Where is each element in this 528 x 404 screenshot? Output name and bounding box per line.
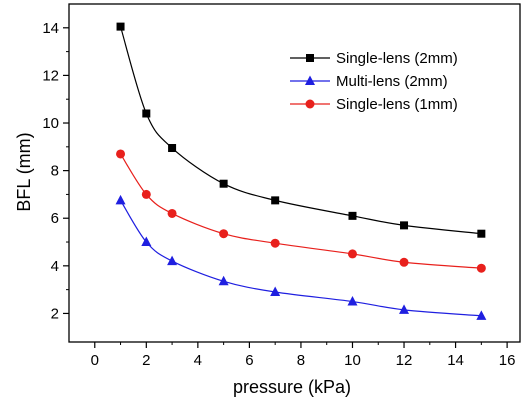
data-point (219, 229, 229, 239)
series-line (120, 200, 482, 317)
x-tick-label: 8 (297, 352, 305, 369)
data-point (271, 196, 280, 205)
data-point (270, 286, 281, 297)
data-point (347, 296, 358, 306)
x-tick-label: 4 (194, 352, 202, 369)
data-point (348, 211, 357, 220)
y-tick-label: 14 (42, 20, 59, 37)
legend-marker (306, 54, 314, 62)
data-point (476, 310, 487, 320)
data-point (141, 236, 152, 247)
y-tick-label: 10 (42, 115, 59, 132)
x-tick-label: 12 (396, 352, 413, 369)
series-layer (115, 22, 487, 320)
series-multi-lens-2mm (115, 194, 487, 320)
y-tick-label: 8 (51, 163, 59, 180)
data-point (219, 179, 228, 188)
x-tick-label: 10 (344, 352, 361, 369)
x-tick-label: 14 (447, 352, 464, 369)
data-point (168, 144, 177, 153)
y-tick-label: 2 (51, 305, 59, 322)
data-point (476, 263, 486, 273)
y-axis-label: BFL (mm) (14, 132, 34, 211)
series-single-lens-1mm (116, 149, 486, 273)
y-tick-label: 12 (42, 67, 59, 84)
x-tick-label: 2 (142, 352, 150, 369)
x-tick-label: 0 (91, 352, 99, 369)
legend-entry: Single-lens (1mm) (290, 96, 458, 113)
data-point (116, 149, 126, 159)
legend-marker (305, 99, 315, 109)
series-single-lens-2mm (116, 22, 486, 238)
x-tick-label: 16 (499, 352, 516, 369)
y-tick-label: 4 (51, 258, 59, 275)
data-point (167, 208, 177, 218)
legend-marker (305, 75, 315, 85)
legend-entry: Multi-lens (2mm) (290, 73, 448, 90)
x-axis: 0 2 4 6 8 10 12 14 16 (91, 342, 516, 369)
data-point (115, 194, 126, 205)
data-point (400, 221, 409, 230)
legend-entry: Single-lens (2mm) (290, 50, 458, 67)
legend-label: Single-lens (2mm) (336, 50, 458, 67)
data-point (399, 257, 409, 267)
data-point (399, 304, 410, 314)
data-point (141, 189, 151, 199)
legend: Single-lens (2mm) Multi-lens (2mm) Single-… (290, 50, 458, 113)
data-point (270, 238, 280, 248)
plot-border (68, 3, 521, 343)
x-axis-label: pressure (kPa) (233, 377, 351, 397)
data-point (218, 275, 229, 286)
legend-label: Multi-lens (2mm) (336, 73, 448, 90)
y-axis: 2 4 6 8 10 12 14 (42, 20, 69, 322)
data-point (347, 249, 357, 259)
data-point (116, 22, 125, 31)
plot-frame (68, 3, 521, 343)
legend-label: Single-lens (1mm) (336, 96, 458, 113)
y-tick-label: 6 (51, 210, 59, 227)
data-point (167, 255, 178, 266)
x-tick-label: 6 (245, 352, 253, 369)
data-point (142, 109, 151, 118)
data-point (477, 229, 486, 238)
